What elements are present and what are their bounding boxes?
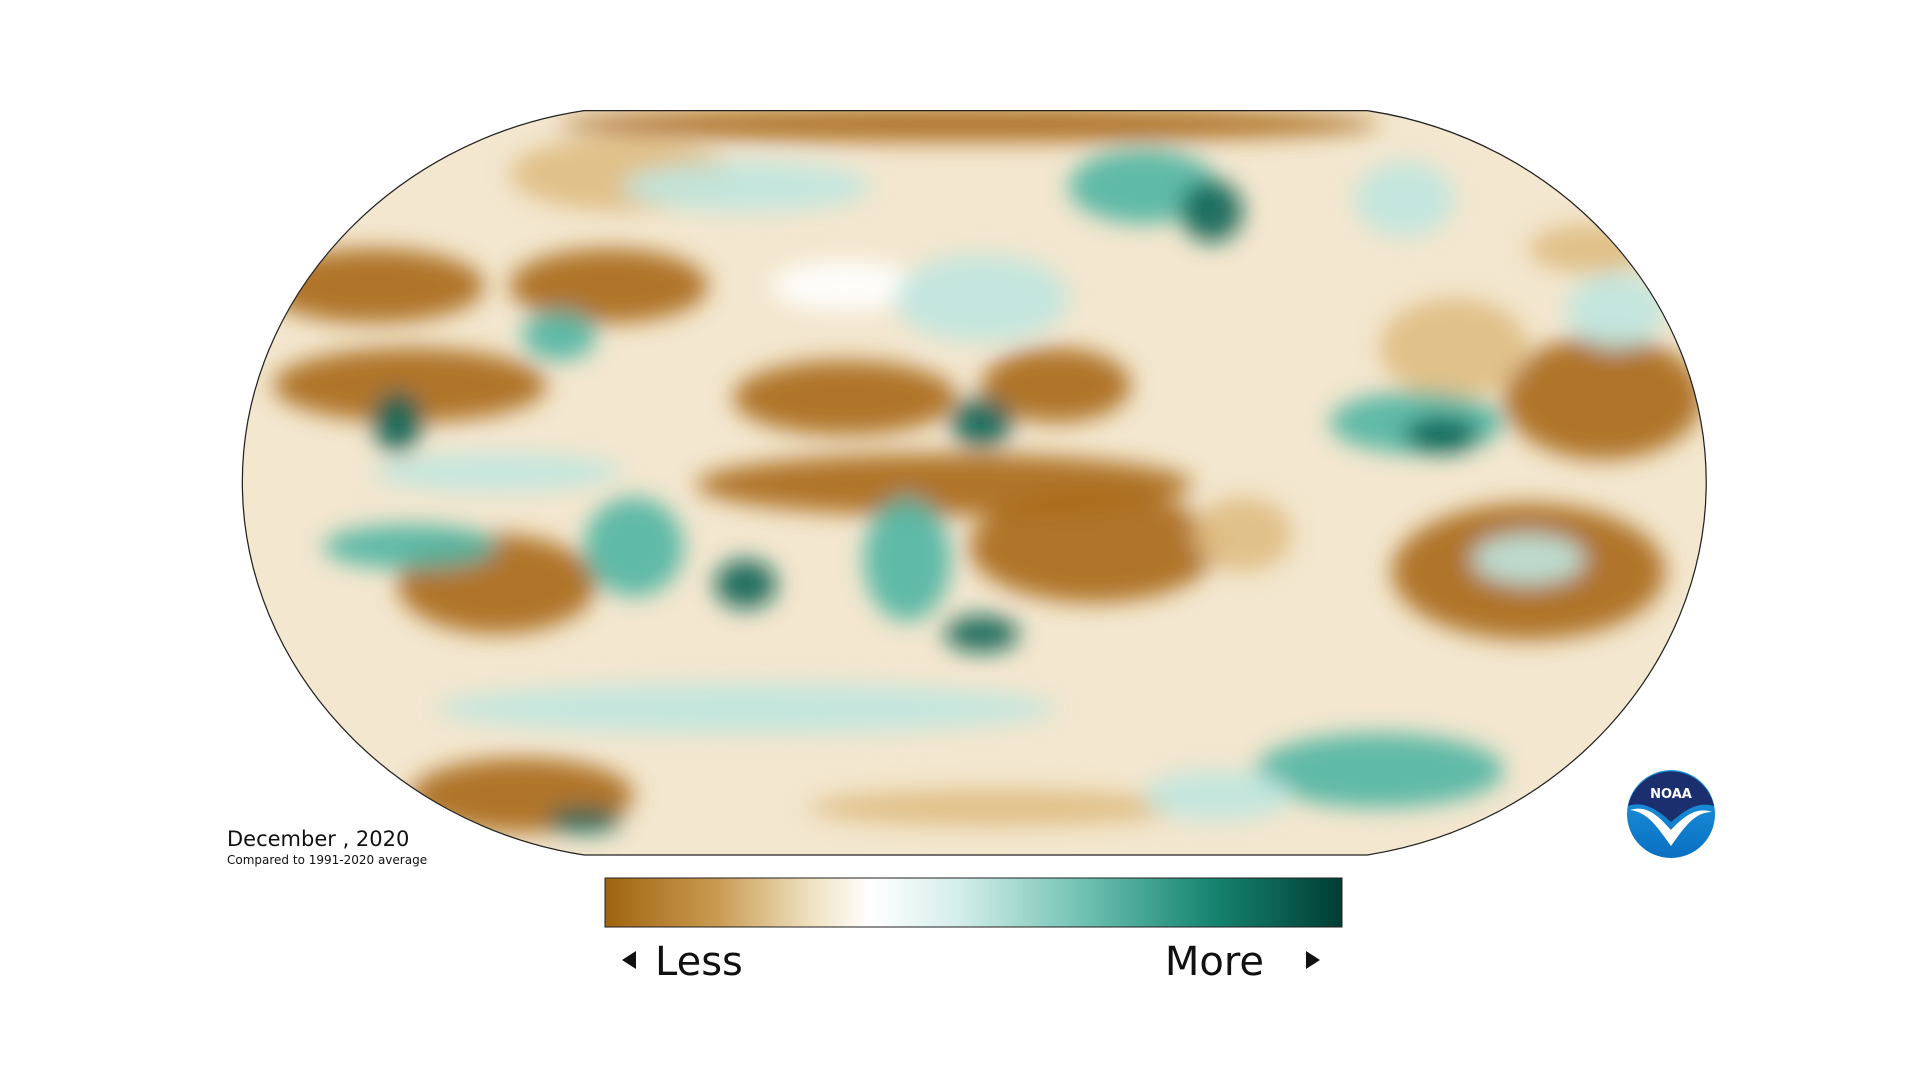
logo-text: NOAA [1650,787,1692,802]
anomaly-blob [950,397,1013,448]
noaa-logo: NOAA [1627,770,1715,858]
anomaly-blob [1565,273,1666,348]
anomaly-blob [1143,770,1293,821]
arrow-right [1306,951,1320,969]
anomaly-blob [863,497,951,622]
anomaly-blob [521,310,597,361]
map-field [242,110,1707,855]
legend-low: Less [655,939,743,985]
anomaly-blob [372,453,622,491]
map-date: December , 2020 [227,827,409,851]
logo-top [1628,771,1714,822]
anomaly-blob [1379,298,1529,398]
anomaly-blob [1354,161,1454,237]
map-subtitle: Compared to 1991-2020 average [227,853,427,867]
anomaly-blob [323,524,498,570]
anomaly-blob [981,347,1131,423]
anomaly-blob [260,248,485,324]
anomaly-blob [969,490,1218,603]
anomaly-blob [434,683,1057,734]
anomaly-blob [714,559,777,609]
anomaly-blob [546,807,622,833]
anomaly-blob [894,254,1069,342]
anomaly-blob [559,110,1380,142]
anomaly-field [260,110,1703,833]
anomaly-blob [372,391,423,454]
anomaly-blob [1472,534,1585,585]
anomaly-blob [770,260,920,311]
anomaly-blob [1068,149,1218,224]
anomaly-blob [1404,416,1479,454]
anomaly-blob [273,347,547,423]
anomaly-blob [1255,733,1504,808]
color-scale [604,877,1343,928]
map-outline [241,109,1707,856]
anomaly-blob [944,615,1020,653]
anomaly-blob [1503,335,1703,460]
anomaly-blob [584,497,684,597]
legend-high: More [1165,939,1264,985]
anomaly-blob [1180,180,1243,243]
anomaly-blob [807,789,1181,827]
map [241,109,1707,856]
anomaly-blob [733,360,957,435]
arrow-left [622,951,636,969]
anomaly-blob [509,248,709,324]
logo-bird [1630,808,1712,846]
anomaly-blob [1528,223,1653,274]
anomaly-blob [1192,497,1293,572]
anomaly-blob [621,161,870,212]
